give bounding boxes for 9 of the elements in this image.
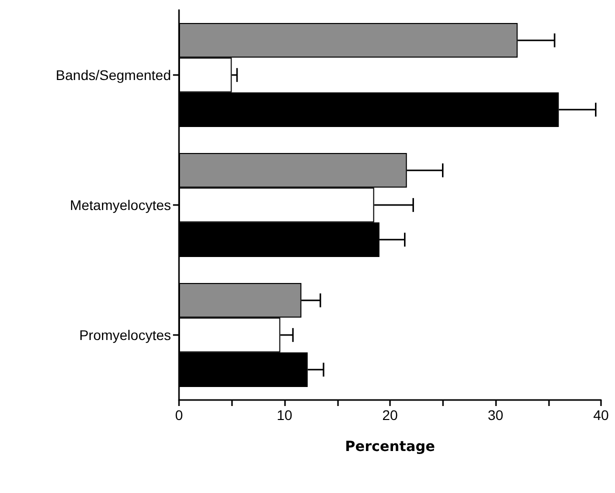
x-tick-label: 10 (276, 407, 292, 423)
x-tick-label: 0 (175, 407, 184, 423)
x-tick-label: 20 (382, 407, 398, 423)
x-tick-label: 40 (593, 407, 609, 423)
y-tick-label: Bands/Segmented (56, 67, 171, 83)
x-axis-title: Percentage (344, 439, 436, 455)
y-tick-label: Metamyelocytes (70, 197, 171, 213)
y-tick-label: Promyelocytes (79, 327, 171, 343)
x-tick-label: 30 (488, 407, 504, 423)
